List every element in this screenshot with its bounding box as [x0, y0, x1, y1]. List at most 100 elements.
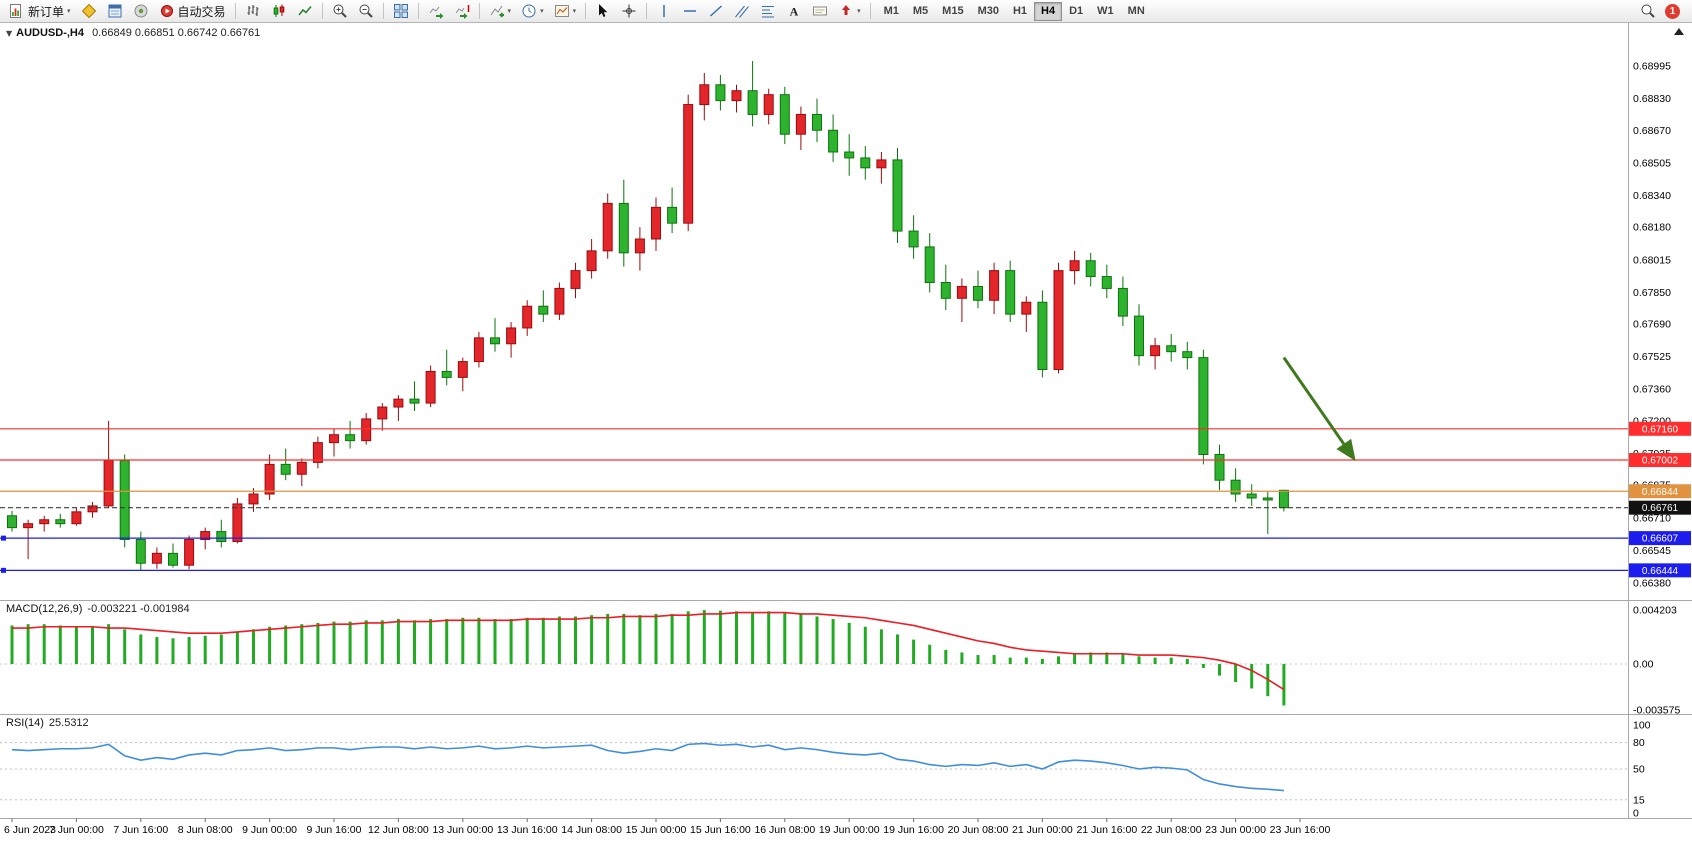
- chart-canvas[interactable]: 0.68995 0.68830 0.68670 0.68505 0.68340 0.681…: [0, 23, 1692, 844]
- macd-histogram: [10, 610, 1286, 706]
- arrows-tool-button[interactable]: ▾: [834, 2, 865, 21]
- rsi-line: [11, 742, 1284, 792]
- candle: [39, 515, 50, 532]
- market-watch-icon: [81, 3, 97, 19]
- svg-text:0.66444: 0.66444: [1642, 566, 1679, 577]
- timeframe-button-d1[interactable]: D1: [1062, 2, 1090, 21]
- candle: [1005, 260, 1016, 323]
- tile-windows-button[interactable]: [389, 2, 413, 21]
- svg-text:0.66380: 0.66380: [1633, 578, 1671, 590]
- candle: [168, 543, 178, 568]
- timeframe-button-h1[interactable]: H1: [1006, 2, 1034, 21]
- svg-text:20 Jun 08:00: 20 Jun 08:00: [948, 824, 1009, 836]
- trendline-tool-button[interactable]: [704, 2, 728, 21]
- zoom-out-button[interactable]: [354, 2, 378, 21]
- trend-arrow-annotation[interactable]: [1282, 356, 1356, 462]
- toolbar-separator: [585, 3, 587, 19]
- macd-indicator-label: MACD(12,26,9) -0.003221 -0.001984: [6, 603, 190, 615]
- vertical-line-tool-button[interactable]: [652, 2, 676, 21]
- candle: [860, 146, 871, 180]
- svg-text:22 Jun 08:00: 22 Jun 08:00: [1141, 824, 1202, 836]
- candle: [554, 282, 565, 321]
- text-icon: A: [786, 3, 802, 19]
- periods-clock-icon: [521, 3, 537, 19]
- candle: [216, 519, 227, 548]
- candle: [1166, 333, 1177, 362]
- line-chart-button[interactable]: [293, 2, 317, 21]
- candle: [1037, 290, 1048, 378]
- market-watch-button[interactable]: [77, 2, 101, 21]
- line-chart-icon: [297, 3, 313, 19]
- svg-text:-0.003575: -0.003575: [1633, 705, 1680, 717]
- search-button[interactable]: [1636, 2, 1660, 21]
- search-icon: [1640, 3, 1656, 19]
- chart-shift-icon: [454, 3, 470, 19]
- fibonacci-tool-button[interactable]: [756, 2, 780, 21]
- candle: [602, 193, 613, 259]
- candle: [795, 106, 806, 151]
- timeframe-button-m30[interactable]: M30: [971, 2, 1006, 21]
- line-handle[interactable]: [1, 567, 6, 573]
- candle: [747, 61, 758, 127]
- timeframe-button-h4[interactable]: H4: [1034, 1, 1063, 21]
- svg-text:15 Jun 16:00: 15 Jun 16:00: [690, 824, 751, 836]
- horizontal-line-tool-button[interactable]: [678, 2, 702, 21]
- timeframe-button-mn[interactable]: MN: [1121, 2, 1152, 21]
- zoom-in-button[interactable]: [328, 2, 352, 21]
- scroll-up-arrow-icon[interactable]: [1674, 28, 1684, 35]
- cursor-button[interactable]: [591, 2, 615, 21]
- data-window-button[interactable]: [103, 2, 127, 21]
- navigator-button[interactable]: [129, 2, 153, 21]
- rsi-axis[interactable]: 100 80 50 15 0: [1633, 720, 1651, 820]
- candlestick-chart-button[interactable]: [267, 2, 291, 21]
- crosshair-button[interactable]: [617, 2, 641, 21]
- notification-badge[interactable]: 1: [1665, 3, 1680, 19]
- svg-text:9 Jun 16:00: 9 Jun 16:00: [307, 824, 362, 836]
- crosshair-icon: [621, 3, 637, 19]
- rsi-value: 25.5312: [48, 717, 89, 729]
- candle: [812, 98, 822, 143]
- auto-trading-button[interactable]: 自动交易: [155, 2, 230, 21]
- auto-scroll-button[interactable]: [424, 2, 448, 21]
- svg-text:0: 0: [1633, 808, 1639, 820]
- svg-text:A: A: [790, 5, 799, 19]
- timeframe-button-m15[interactable]: M15: [935, 2, 970, 21]
- svg-text:50: 50: [1633, 764, 1645, 776]
- svg-text:0.68340: 0.68340: [1633, 190, 1671, 202]
- candle: [393, 395, 404, 421]
- text-label-tool-button[interactable]: [808, 2, 832, 21]
- templates-button[interactable]: ▾: [550, 2, 581, 21]
- text-tool-button[interactable]: A: [782, 2, 806, 21]
- channel-tool-button[interactable]: [730, 2, 754, 21]
- candle: [1262, 491, 1273, 534]
- candle: [506, 322, 517, 358]
- timeframe-button-w1[interactable]: W1: [1090, 2, 1121, 21]
- indicators-button[interactable]: ▾: [485, 2, 516, 21]
- candle: [248, 488, 259, 512]
- vertical-line-icon: [656, 3, 672, 19]
- timeframe-button-m1[interactable]: M1: [877, 2, 906, 21]
- macd-axis[interactable]: 0.004203 0.00 -0.003575: [1633, 605, 1680, 717]
- candle: [940, 264, 951, 311]
- candle: [908, 215, 919, 259]
- new-order-button[interactable]: 新订单 ▾: [5, 2, 75, 21]
- toolbar-separator: [869, 3, 871, 19]
- line-handle[interactable]: [1, 535, 6, 541]
- candle: [457, 357, 468, 392]
- timeframe-button-m5[interactable]: M5: [906, 2, 935, 21]
- one-click-expand-icon[interactable]: ▼: [6, 29, 13, 38]
- cursor-arrow-icon: [595, 3, 611, 19]
- chevron-down-icon: ▾: [540, 6, 544, 15]
- svg-text:0.68830: 0.68830: [1633, 93, 1671, 105]
- periods-button[interactable]: ▾: [517, 2, 548, 21]
- candle: [1053, 262, 1064, 374]
- chevron-down-icon: ▾: [857, 6, 861, 15]
- svg-text:0.67525: 0.67525: [1633, 351, 1671, 363]
- price-axis[interactable]: 0.68995 0.68830 0.68670 0.68505 0.68340 0.681…: [1633, 61, 1671, 590]
- toolbar-separator: [382, 3, 384, 19]
- candle: [731, 84, 742, 113]
- chart-shift-button[interactable]: [450, 2, 474, 21]
- bars-chart-button[interactable]: [241, 2, 265, 21]
- svg-text:0.66607: 0.66607: [1642, 534, 1679, 545]
